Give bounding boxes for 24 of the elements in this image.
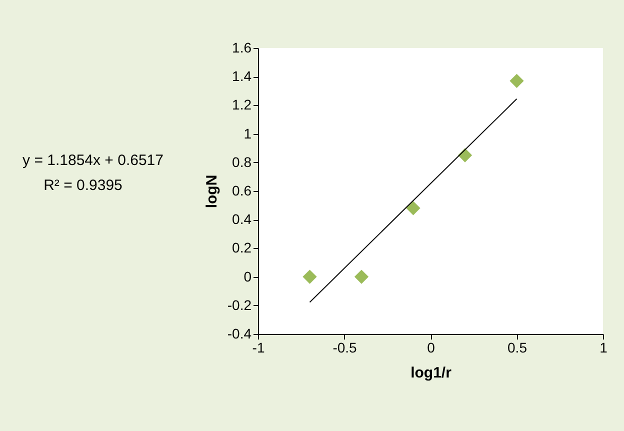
point [302,270,317,284]
y-tick-label: 0.2 [232,240,252,256]
y-tick-label: 0.4 [232,211,252,228]
y-tick-label: -0.4 [227,326,252,342]
y-tick-label: 1.4 [232,68,252,84]
y-tick-label: 1 [244,125,252,142]
point [510,74,524,88]
x-tick-label: 0.5 [508,340,528,356]
y-tick-label: 1.6 [232,40,252,56]
y-tick-label: -0.2 [227,296,252,313]
y-tick-label: 1.2 [232,96,252,113]
point [354,270,369,284]
text: y = 1.1854x + 0.6517 [22,152,164,169]
x-axis-title: log1/r [410,364,452,382]
text: R² = 0.9395 [44,177,122,194]
y-axis-title: logN [203,174,220,208]
x-tick-label: -1 [252,340,265,356]
y-tick-label: 0.8 [232,154,252,170]
x-tick-label: -0.5 [332,340,358,356]
point [406,201,420,216]
y-tick-label: 0 [244,268,252,284]
y-tick-label: 0.6 [232,182,252,198]
x-tick-label: 1 [600,340,608,356]
x-tick-label: 0 [427,340,436,356]
